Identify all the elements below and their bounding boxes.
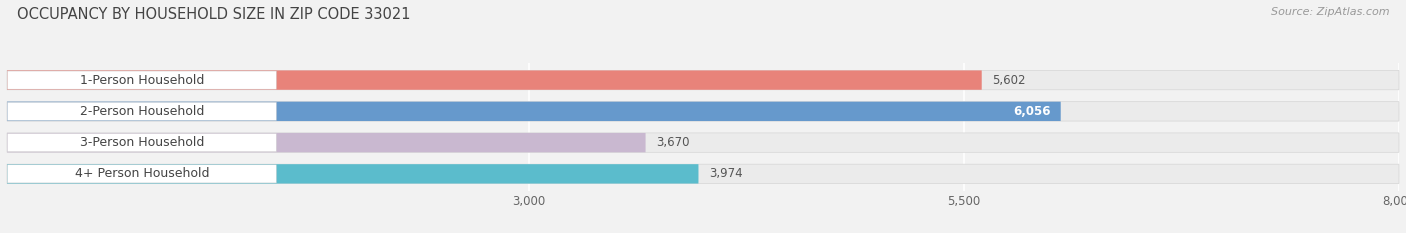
Text: 3-Person Household: 3-Person Household xyxy=(80,136,204,149)
FancyBboxPatch shape xyxy=(7,102,277,120)
Text: 4+ Person Household: 4+ Person Household xyxy=(75,167,209,180)
FancyBboxPatch shape xyxy=(7,70,981,90)
FancyBboxPatch shape xyxy=(7,165,277,183)
FancyBboxPatch shape xyxy=(7,164,699,184)
FancyBboxPatch shape xyxy=(7,133,1399,152)
Text: 1-Person Household: 1-Person Household xyxy=(80,74,204,87)
FancyBboxPatch shape xyxy=(7,102,1060,121)
Text: 3,974: 3,974 xyxy=(709,167,742,180)
FancyBboxPatch shape xyxy=(7,70,1399,90)
Text: 6,056: 6,056 xyxy=(1012,105,1050,118)
FancyBboxPatch shape xyxy=(7,134,277,152)
FancyBboxPatch shape xyxy=(7,71,277,89)
Text: OCCUPANCY BY HOUSEHOLD SIZE IN ZIP CODE 33021: OCCUPANCY BY HOUSEHOLD SIZE IN ZIP CODE … xyxy=(17,7,411,22)
Text: Source: ZipAtlas.com: Source: ZipAtlas.com xyxy=(1271,7,1389,17)
Text: 2-Person Household: 2-Person Household xyxy=(80,105,204,118)
FancyBboxPatch shape xyxy=(7,133,645,152)
Text: 5,602: 5,602 xyxy=(993,74,1025,87)
Text: 3,670: 3,670 xyxy=(657,136,689,149)
FancyBboxPatch shape xyxy=(7,102,1399,121)
FancyBboxPatch shape xyxy=(7,164,1399,184)
